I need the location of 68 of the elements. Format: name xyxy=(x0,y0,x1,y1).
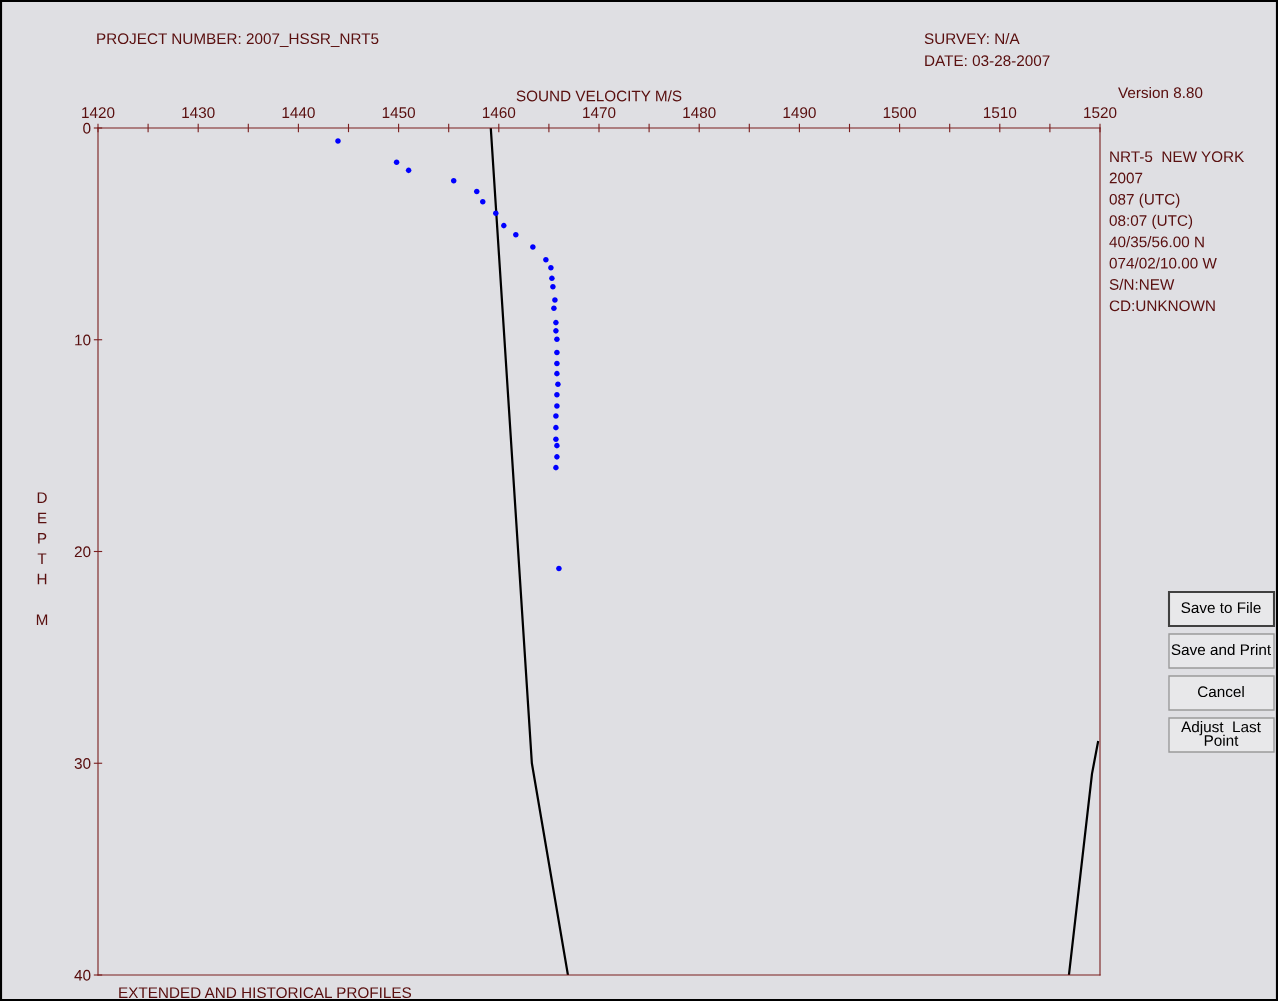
x-tick-label: 1500 xyxy=(883,107,916,119)
text: Adjust Last Point xyxy=(1181,721,1261,746)
x-tick-label: 1520 xyxy=(1084,107,1117,119)
x-tick-label: 1470 xyxy=(583,107,616,119)
point xyxy=(553,436,559,443)
text: NRT-5 NEW YORK xyxy=(1110,151,1245,163)
x-tick-label: 1490 xyxy=(783,107,816,119)
point xyxy=(553,424,559,431)
x-tick-label: 1450 xyxy=(382,107,415,119)
point xyxy=(555,381,561,387)
point xyxy=(554,403,560,409)
x-tick-label: 1430 xyxy=(182,107,215,119)
text: S/N:NEW xyxy=(1109,278,1175,290)
point xyxy=(405,167,412,174)
y-tick-label: 30 xyxy=(74,758,91,769)
text: DEPTH M xyxy=(36,492,48,625)
text: PROJECT NUMBER: 2007_HSSR_NRT5 xyxy=(97,33,379,47)
point xyxy=(473,188,480,195)
y-tick-label: 0 xyxy=(83,122,91,134)
point xyxy=(554,360,560,367)
text: 40/35/56.00 N xyxy=(1109,236,1204,248)
x-axis-title: SOUND VELOCITY M/S xyxy=(516,90,682,102)
text: Cancel xyxy=(1198,685,1244,698)
text: Save and Print xyxy=(1171,643,1271,656)
text: 08:07 (UTC) xyxy=(1109,214,1193,230)
point xyxy=(554,442,560,449)
point xyxy=(479,198,486,205)
point xyxy=(556,565,562,572)
point xyxy=(543,256,549,263)
x-tick-label: 1440 xyxy=(282,107,315,119)
y-tick-label: 40 xyxy=(74,969,91,981)
text: 2007 xyxy=(1109,172,1143,184)
text: Save to File xyxy=(1181,601,1261,614)
point xyxy=(550,284,556,290)
point xyxy=(553,464,559,471)
y-tick-label: 20 xyxy=(74,546,91,558)
point xyxy=(530,244,536,250)
point xyxy=(551,305,557,311)
x-tick-label: 1510 xyxy=(983,107,1017,119)
point xyxy=(554,454,560,460)
line-series xyxy=(1067,740,1100,975)
x-tick-label: 1460 xyxy=(482,107,516,119)
text: CD:UNKNOWN xyxy=(1109,300,1215,312)
point xyxy=(553,319,559,326)
text: 087 (UTC) xyxy=(1109,193,1180,208)
point xyxy=(554,349,560,356)
point xyxy=(554,370,560,377)
point xyxy=(335,138,341,144)
text: EXTENDED AND HISTORICAL PROFILES xyxy=(119,987,412,999)
point xyxy=(553,413,559,419)
point xyxy=(493,210,499,217)
y-tick-label: 10 xyxy=(75,334,91,346)
point xyxy=(554,336,560,343)
point xyxy=(501,222,507,229)
x-tick-label: 1480 xyxy=(683,107,716,119)
point xyxy=(553,328,559,334)
text: 074/02/10.00 W xyxy=(1109,257,1217,269)
point xyxy=(513,231,519,238)
point xyxy=(548,264,554,271)
text: SURVEY: N/A xyxy=(924,32,1020,45)
text: Version 8.80 xyxy=(1118,86,1203,99)
point xyxy=(554,392,560,398)
x-tick-label: 1420 xyxy=(82,107,115,119)
point xyxy=(552,297,558,303)
text: DATE: 03-28-2007 xyxy=(925,55,1050,67)
point xyxy=(393,159,400,166)
point xyxy=(549,275,555,282)
point xyxy=(450,177,457,184)
